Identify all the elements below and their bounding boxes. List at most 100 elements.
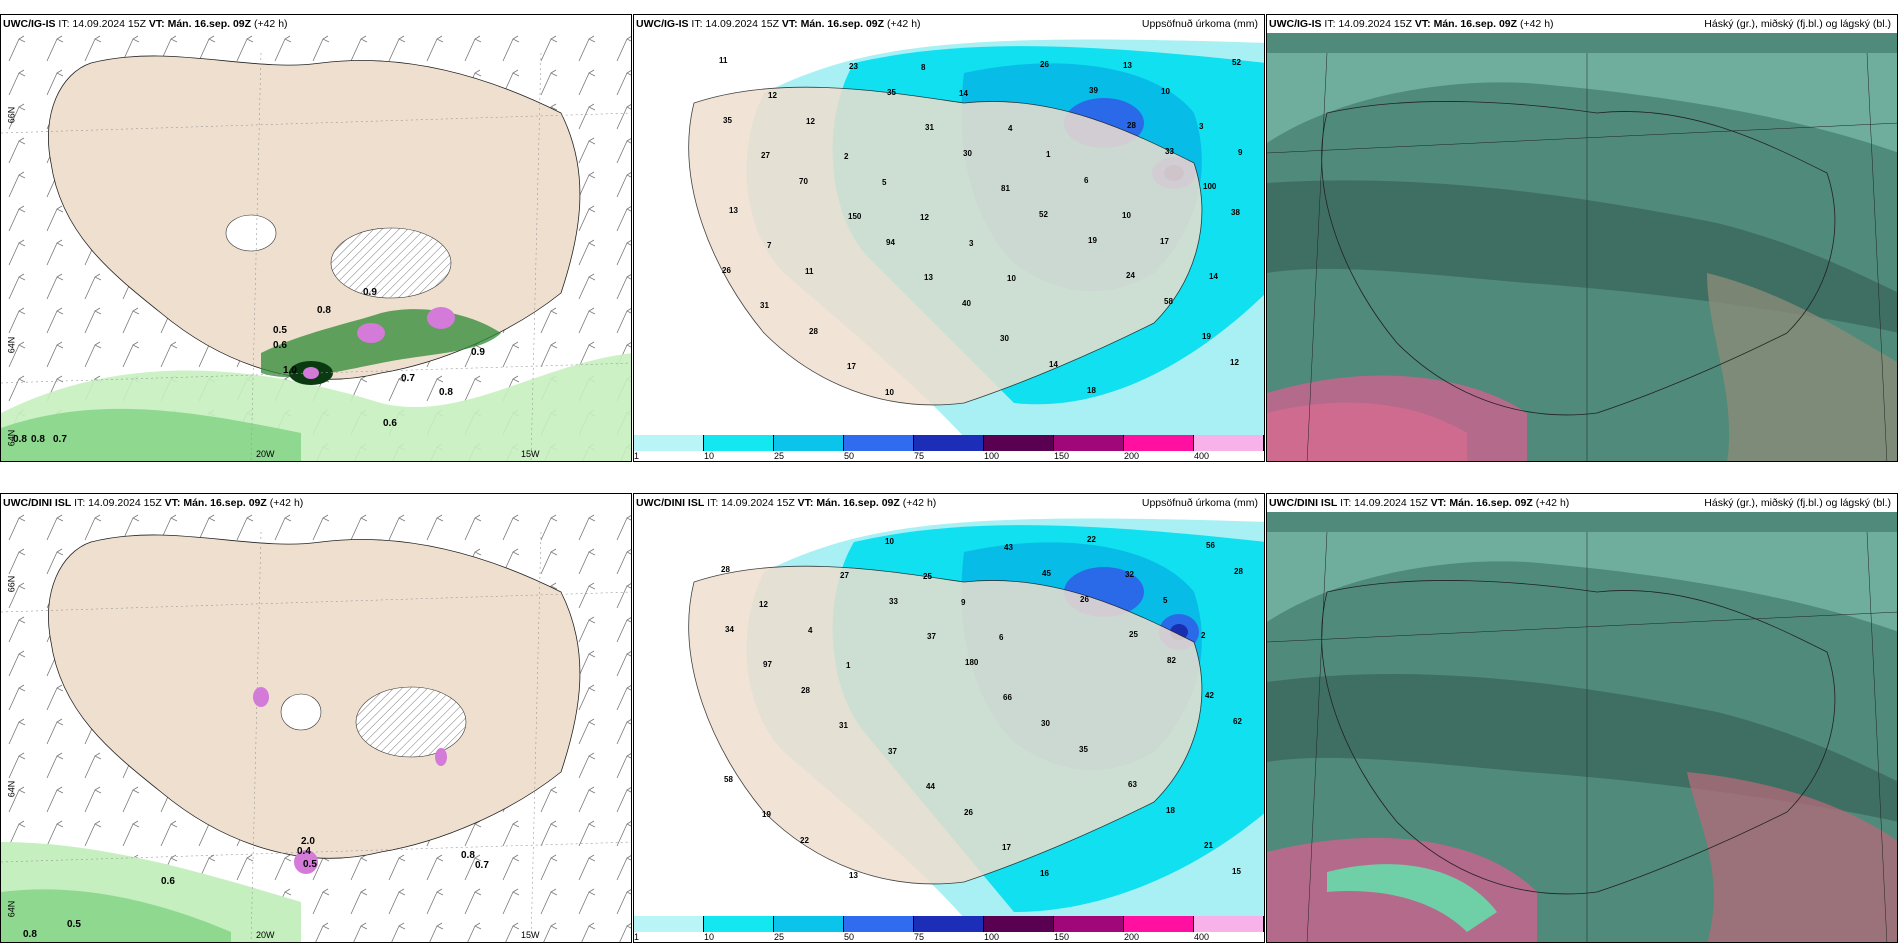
lat-label: 66N (6, 575, 17, 593)
colorbar-tick-label: 10 (704, 451, 715, 461)
colorbar-swatch (1194, 435, 1264, 451)
map-value-label: 19 (1202, 332, 1211, 341)
colorbar-tick-label: 1 (634, 451, 640, 461)
map-value-label: 0.5 (273, 325, 287, 336)
panel-header: UWC/IG-IS IT: 14.09.2024 15Z VT: Mán. 16… (1269, 18, 1554, 30)
colorbar-tick-label: 75 (914, 451, 925, 461)
map-value-label: 0.7 (475, 860, 489, 871)
colorbar-swatch (984, 916, 1054, 932)
panel-bottom-right: UWC/DINI ISL IT: 14.09.2024 15Z VT: Mán.… (1266, 493, 1898, 943)
map-value-label: 13 (729, 206, 738, 215)
map-value-label: 18 (1087, 386, 1096, 395)
map-value-label: 35 (887, 88, 896, 97)
map-value-label: 0.8 (23, 929, 37, 940)
colorbar-tick-label: 1 (634, 932, 640, 942)
cloud-cover-map (1267, 33, 1897, 461)
map-value-label: 24 (1126, 271, 1135, 280)
lat-label: 64N (6, 336, 17, 354)
map-value-label: 94 (886, 238, 895, 247)
colorbar-swatch (914, 916, 984, 932)
map-value-label: 26 (722, 266, 731, 275)
map-value-label: 33 (889, 597, 898, 606)
colorbar-swatch (1054, 916, 1124, 932)
map-value-label: 14 (1049, 360, 1058, 369)
map-value-label: 34 (725, 625, 734, 634)
lon-label: 20W (256, 930, 275, 940)
map-value-label: 4 (808, 626, 813, 635)
colorbar-tick-label: 25 (774, 932, 785, 942)
lat-label: 64N (6, 900, 17, 918)
lon-label: 20W (256, 449, 275, 459)
map-value-label: 19 (762, 810, 771, 819)
map-value-label: 39 (1089, 86, 1098, 95)
colorbar-swatch (704, 916, 774, 932)
wind-precip-map: 0.60.50.80.80.72.00.40.5 (1, 512, 631, 942)
panel-header: UWC/DINI ISL IT: 14.09.2024 15Z VT: Mán.… (3, 497, 304, 509)
panel-header: UWC/IG-IS IT: 14.09.2024 15Z VT: Mán. 16… (3, 18, 288, 30)
panel-top-right: UWC/IG-IS IT: 14.09.2024 15Z VT: Mán. 16… (1266, 14, 1898, 462)
map-value-label: 16 (1040, 869, 1049, 878)
map-value-label: 12 (920, 213, 929, 222)
map-value-label: 22 (1087, 535, 1096, 544)
map-value-label: 26 (1040, 60, 1049, 69)
colorbar-swatch (844, 916, 914, 932)
map-value-label: 82 (1167, 656, 1176, 665)
map-value-label: 27 (840, 571, 849, 580)
map-value-label: 28 (801, 686, 810, 695)
map-value-label: 0.8 (13, 434, 27, 445)
colorbar-tick-label: 400 (1194, 932, 1210, 942)
map-value-label: 0.7 (401, 373, 415, 384)
map-value-label: 12 (768, 91, 777, 100)
map-value-label: 17 (847, 362, 856, 371)
map-value-label: 26 (964, 808, 973, 817)
cloud-cover-map (1267, 512, 1897, 942)
map-value-label: 0.5 (67, 919, 81, 930)
colorbar-tick-label: 75 (914, 932, 925, 942)
colorbar-tick-label: 50 (844, 932, 855, 942)
map-value-label: 10 (1007, 274, 1016, 283)
panel-right-title: Uppsöfnuð úrkoma (mm) (1141, 18, 1258, 30)
map-value-label: 18 (1166, 806, 1175, 815)
map-value-label: 17 (1002, 843, 1011, 852)
map-value-label: 30 (963, 149, 972, 158)
map-value-label: 31 (925, 123, 934, 132)
map-value-label: 21 (1204, 841, 1213, 850)
map-value-label: 81 (1001, 184, 1010, 193)
map-value-label: 13 (924, 273, 933, 282)
map-value-label: 6 (1084, 176, 1089, 185)
map-value-label: 14 (1209, 272, 1218, 281)
map-value-label: 27 (761, 151, 770, 160)
map-value-label: 38 (1231, 208, 1240, 217)
panel-top-mid: UWC/IG-IS IT: 14.09.2024 15Z VT: Mán. 16… (633, 14, 1265, 462)
map-value-label: 150 (848, 212, 862, 221)
map-value-label: 3 (1199, 122, 1204, 131)
colorbar-swatch (774, 435, 844, 451)
map-value-label: 44 (926, 782, 935, 791)
map-value-label: 0.6 (273, 340, 287, 351)
colorbar-tick-label: 10 (704, 932, 715, 942)
map-value-label: 5 (1163, 596, 1168, 605)
map-value-label: 11 (719, 56, 728, 65)
precip-colorbar: 1 10 25 50 75 100 150 200 400 (634, 916, 1264, 942)
iceland-landmass (48, 534, 581, 859)
panel-header: UWC/IG-IS IT: 14.09.2024 15Z VT: Mán. 16… (636, 18, 921, 30)
map-value-label: 4 (1008, 124, 1013, 133)
map-value-label: 2.0 (301, 836, 315, 847)
colorbar-swatch (914, 435, 984, 451)
map-value-label: 66 (1003, 693, 1012, 702)
map-value-label: 0.9 (363, 287, 377, 298)
map-value-label: 62 (1233, 717, 1242, 726)
colorbar-swatch (704, 435, 774, 451)
map-value-label: 10 (885, 388, 894, 397)
map-value-label: 8 (921, 63, 926, 72)
panel-header: UWC/DINI ISL IT: 14.09.2024 15Z VT: Mán.… (1269, 497, 1570, 509)
panel-header: UWC/DINI ISL IT: 14.09.2024 15Z VT: Mán.… (636, 497, 937, 509)
precip-colorbar: 1 10 25 50 75 100 150 200 400 (634, 435, 1264, 461)
map-value-label: 17 (1160, 237, 1169, 246)
map-value-label: 9 (1238, 148, 1243, 157)
map-value-label: 52 (1039, 210, 1048, 219)
colorbar-swatch (984, 435, 1054, 451)
map-value-label: 0.5 (303, 859, 317, 870)
map-value-label: 26 (1080, 595, 1089, 604)
